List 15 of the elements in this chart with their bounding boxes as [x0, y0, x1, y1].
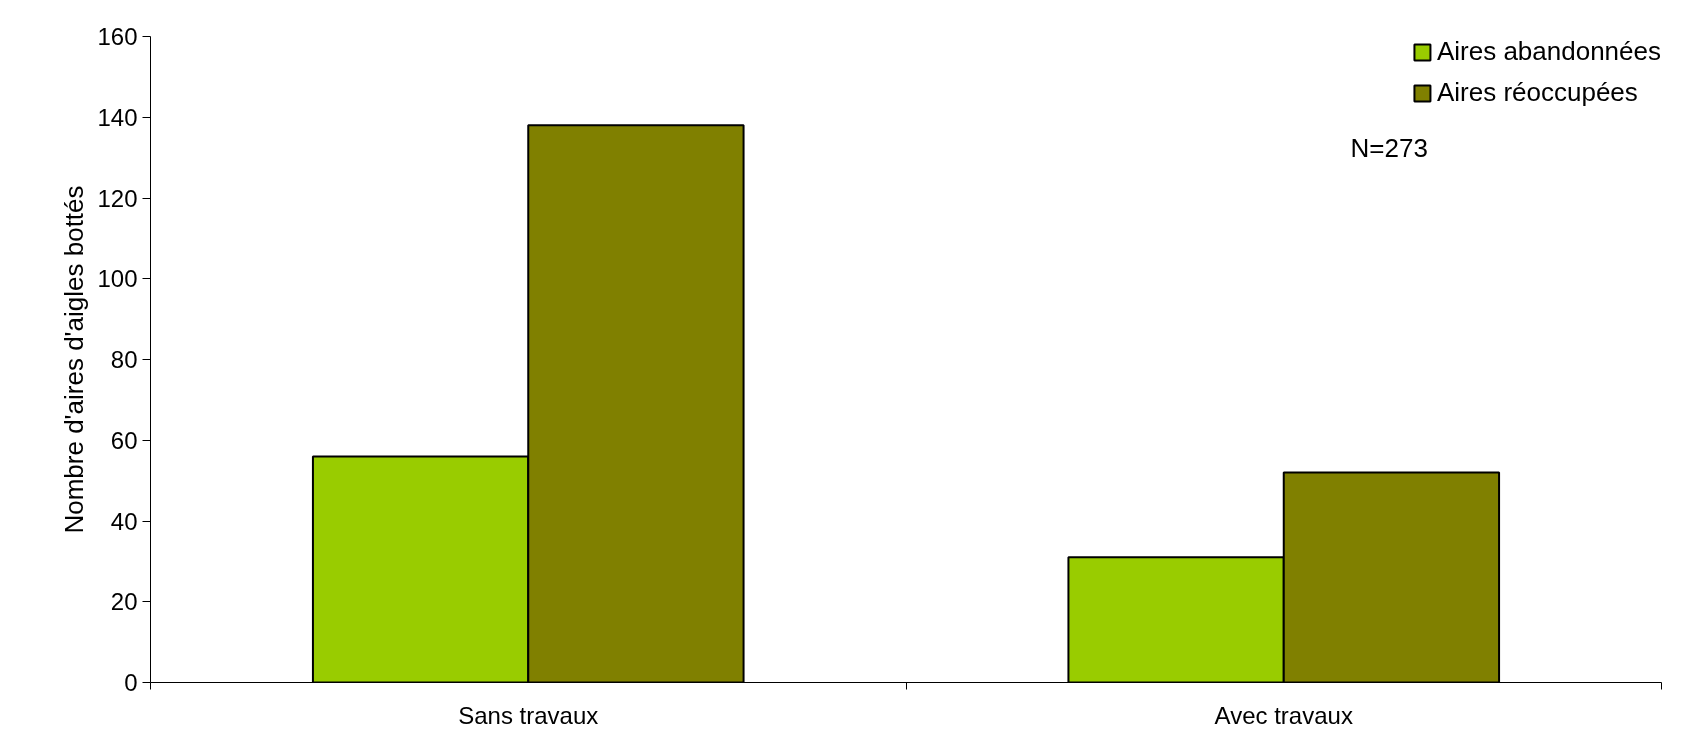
x-tick-label: Avec travaux	[1214, 701, 1353, 729]
y-tick-label: 40	[110, 507, 138, 535]
y-tick-label: 0	[124, 669, 138, 696]
y-tick-label: 80	[110, 346, 138, 373]
y-tick-label: 20	[110, 588, 138, 616]
y-tick-label: 120	[97, 184, 138, 212]
y-tick-label: 160	[97, 23, 138, 50]
annotation: N=273	[1350, 132, 1428, 163]
y-axis-title: Nombre d'aires d'aigles bottés	[59, 185, 90, 534]
y-tick-label: 140	[97, 103, 138, 131]
legend-label: Aires réoccupées	[1436, 77, 1638, 108]
y-tick-label: 60	[110, 426, 138, 454]
legend-label: Aires abandonnées	[1436, 36, 1661, 67]
y-tick-label: 100	[97, 265, 138, 293]
x-tick-label: Sans travaux	[458, 701, 599, 729]
